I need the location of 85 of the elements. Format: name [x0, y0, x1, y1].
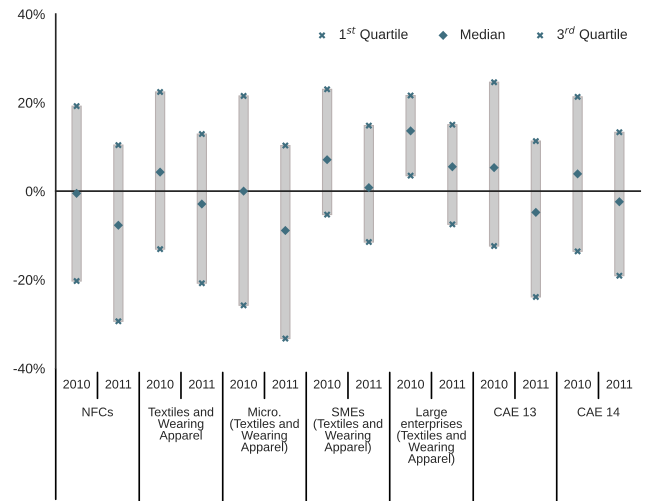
point: [364, 182, 374, 192]
point: [72, 102, 80, 110]
point: [323, 210, 331, 218]
point: [532, 137, 540, 145]
point: [197, 199, 206, 209]
legend-label: Median: [460, 29, 504, 40]
point: [616, 272, 624, 280]
x-tick-label: 2010: [397, 380, 424, 389]
point: [448, 162, 457, 172]
text: CAE 14: [578, 408, 620, 416]
text: Large enterprises (Textiles and Wearing Apparel): [397, 408, 466, 466]
point: [490, 242, 498, 250]
text: Micro. (Textiles and Wearing Apparel): [230, 407, 299, 454]
bar: [113, 144, 124, 322]
bar: [488, 82, 500, 247]
point: [282, 334, 290, 342]
x-tick-label: 2011: [272, 380, 298, 389]
text: SMEs (Textiles and Wearing Apparel): [314, 408, 382, 454]
x-tick-label: 2010: [146, 380, 174, 389]
point: [156, 88, 164, 96]
bar: [572, 96, 583, 252]
point: [238, 186, 248, 196]
point: [574, 93, 582, 101]
y-tick-label: 40%: [18, 9, 45, 20]
point: [156, 245, 164, 253]
bar: [614, 132, 624, 276]
x-tick-label: 2011: [106, 380, 132, 389]
point: [531, 208, 540, 217]
point: [323, 86, 331, 94]
point: [72, 188, 82, 198]
point: [114, 318, 122, 326]
x-tick-label: 2011: [606, 380, 632, 389]
point: [114, 220, 123, 230]
point: [155, 167, 165, 177]
point: [72, 277, 80, 285]
point: [448, 220, 456, 228]
x-tick-label: 2011: [189, 380, 215, 389]
x-tick-label: 2010: [480, 380, 508, 389]
point: [198, 280, 206, 287]
bar: [530, 140, 541, 298]
point: [365, 238, 373, 246]
bar: [447, 124, 458, 225]
legend-label: 3$^{rd}$ Quartile: [557, 26, 628, 42]
point: [616, 128, 624, 136]
point: [489, 163, 499, 172]
x-tick-label: 2011: [523, 380, 549, 389]
bar: [405, 94, 416, 176]
text: Textiles and Wearing Apparel: [148, 407, 214, 442]
x-tick-label: 2010: [564, 380, 592, 389]
y-tick-label: 20%: [18, 98, 45, 108]
point: [406, 126, 416, 136]
y-tick-label: 0%: [26, 186, 45, 196]
x-tick-label: 2011: [356, 380, 382, 389]
bar: [364, 125, 374, 243]
bar: [196, 133, 207, 284]
point: [572, 169, 582, 178]
point: [240, 302, 248, 310]
point: [448, 121, 456, 128]
x-tick-label: 2010: [230, 380, 258, 389]
y-tick-label: -20%: [14, 275, 45, 285]
point: [532, 293, 540, 301]
point: [240, 92, 248, 100]
text: CAE 13: [494, 408, 536, 416]
point: [322, 155, 332, 164]
x-tick-label: 2010: [63, 380, 90, 389]
bar: [71, 106, 82, 282]
point: [365, 122, 373, 130]
legend-label: 1$^{st}$ Quartile: [340, 26, 408, 42]
point: [614, 197, 624, 206]
point: [198, 130, 206, 138]
point: [574, 248, 582, 256]
point: [490, 78, 498, 86]
point: [406, 92, 414, 100]
bar: [280, 144, 290, 340]
point: [114, 141, 122, 149]
y-tick-label: -40%: [14, 364, 45, 374]
bar: [154, 91, 166, 250]
point: [406, 172, 414, 180]
x-tick-label: 2010: [314, 380, 341, 389]
x-tick-label: 2011: [440, 380, 466, 389]
text: NFCs: [82, 408, 113, 416]
bar: [322, 88, 332, 216]
point: [282, 142, 290, 150]
point: [280, 226, 290, 236]
bar: [238, 95, 249, 306]
